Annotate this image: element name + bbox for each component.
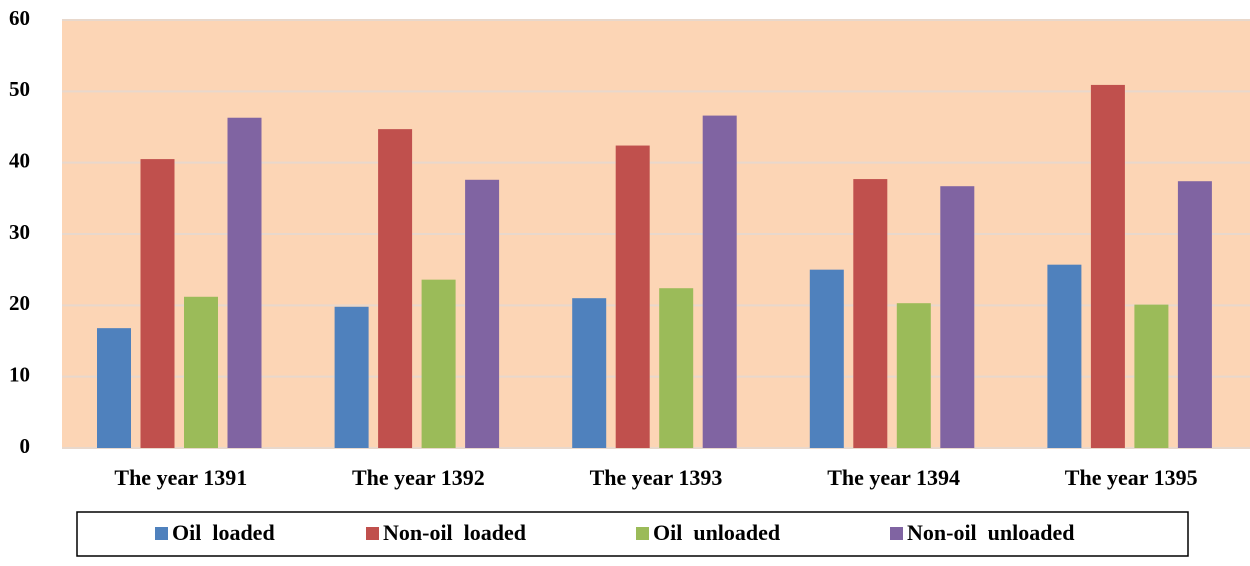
legend-label: Non-oil loaded: [383, 520, 526, 545]
legend-swatch: [636, 527, 649, 540]
bar: [1177, 181, 1212, 449]
bar: [140, 159, 175, 448]
y-tick-label: 20: [9, 291, 30, 315]
legend-swatch: [366, 527, 379, 540]
bar: [853, 179, 888, 448]
y-tick-label: 60: [9, 6, 30, 30]
bar: [334, 306, 369, 448]
bar: [940, 186, 975, 448]
legend-swatch: [890, 527, 903, 540]
bar: [184, 296, 218, 448]
bar: [421, 279, 456, 448]
bar: [659, 288, 694, 448]
y-tick-label: 50: [9, 77, 30, 101]
bar: [378, 129, 413, 448]
y-tick-label: 0: [20, 434, 31, 458]
legend-swatch: [155, 527, 168, 540]
x-tick-label: The year 1394: [827, 465, 960, 490]
bar: [702, 115, 737, 448]
x-tick-label: The year 1393: [590, 465, 723, 490]
bar: [97, 328, 131, 448]
legend-box: [76, 511, 1189, 557]
bar: [465, 179, 500, 448]
bar: [1134, 304, 1169, 448]
legend-label: Oil loaded: [172, 520, 275, 545]
x-tick-label: The year 1395: [1065, 465, 1198, 490]
x-tick-label: The year 1392: [352, 465, 485, 490]
bar: [896, 303, 931, 448]
y-tick-label: 10: [9, 362, 30, 386]
bar: [809, 269, 844, 448]
y-tick-label: 30: [9, 220, 30, 244]
bar: [1090, 84, 1125, 448]
bar: [1047, 264, 1082, 448]
legend-label: Oil unloaded: [653, 520, 780, 545]
y-tick-label: 40: [9, 148, 30, 172]
bar: [572, 298, 607, 448]
x-tick-label: The year 1391: [114, 465, 247, 490]
legend-label: Non-oil unloaded: [907, 520, 1075, 545]
bar: [227, 117, 262, 448]
bar: [615, 145, 650, 448]
